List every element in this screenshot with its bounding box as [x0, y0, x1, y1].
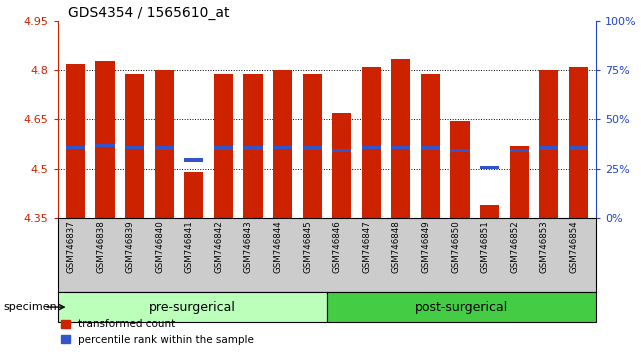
Text: pre-surgerical: pre-surgerical [149, 301, 236, 314]
Text: GSM746843: GSM746843 [244, 220, 253, 273]
Bar [539, 146, 558, 150]
Bar [421, 147, 440, 150]
Text: GSM746853: GSM746853 [540, 220, 549, 273]
Bar [510, 145, 529, 218]
Bar [154, 70, 174, 218]
Bar [569, 67, 588, 218]
Bar [451, 149, 470, 152]
Text: GSM746849: GSM746849 [421, 220, 431, 273]
Text: GSM746850: GSM746850 [451, 220, 460, 273]
Text: GSM746846: GSM746846 [333, 220, 342, 273]
Bar [96, 144, 115, 148]
Text: post-surgerical: post-surgerical [415, 301, 508, 314]
Bar [391, 145, 410, 149]
Bar [303, 74, 322, 218]
Text: GSM746847: GSM746847 [362, 220, 371, 273]
Bar [154, 147, 174, 150]
Legend: transformed count, percentile rank within the sample: transformed count, percentile rank withi… [56, 315, 258, 349]
Text: GSM746837: GSM746837 [67, 220, 76, 273]
Bar [391, 59, 410, 218]
Bar [273, 70, 292, 218]
Text: specimen: specimen [3, 302, 57, 312]
Bar [421, 74, 440, 218]
Text: GDS4354 / 1565610_at: GDS4354 / 1565610_at [69, 6, 230, 20]
Text: GSM746852: GSM746852 [510, 220, 519, 273]
Bar [480, 166, 499, 170]
Bar [66, 64, 85, 218]
Bar [332, 149, 351, 152]
Bar [96, 61, 115, 218]
Bar [213, 146, 233, 150]
Text: GSM746841: GSM746841 [185, 220, 194, 273]
Text: GSM746845: GSM746845 [303, 220, 312, 273]
Bar [451, 121, 470, 218]
Bar [184, 158, 203, 161]
Bar [244, 147, 263, 150]
Text: GSM746840: GSM746840 [155, 220, 164, 273]
Text: GSM746842: GSM746842 [214, 220, 223, 273]
Bar [66, 145, 85, 149]
Text: GSM746839: GSM746839 [126, 220, 135, 273]
Bar [125, 145, 144, 149]
Bar [569, 147, 588, 150]
Text: GSM746851: GSM746851 [481, 220, 490, 273]
Bar [327, 292, 596, 322]
Text: GSM746848: GSM746848 [392, 220, 401, 273]
Bar [303, 147, 322, 150]
Bar [332, 113, 351, 218]
Bar [539, 70, 558, 218]
Text: GSM746838: GSM746838 [96, 220, 105, 273]
Bar [244, 74, 263, 218]
Text: GSM746844: GSM746844 [274, 220, 283, 273]
Text: GSM746854: GSM746854 [569, 220, 578, 273]
Bar [273, 145, 292, 149]
Bar [58, 292, 327, 322]
Bar [480, 205, 499, 218]
Bar [362, 67, 381, 218]
Bar [184, 172, 203, 218]
Bar [510, 149, 529, 152]
Bar [362, 145, 381, 149]
Bar [125, 74, 144, 218]
Bar [213, 74, 233, 218]
